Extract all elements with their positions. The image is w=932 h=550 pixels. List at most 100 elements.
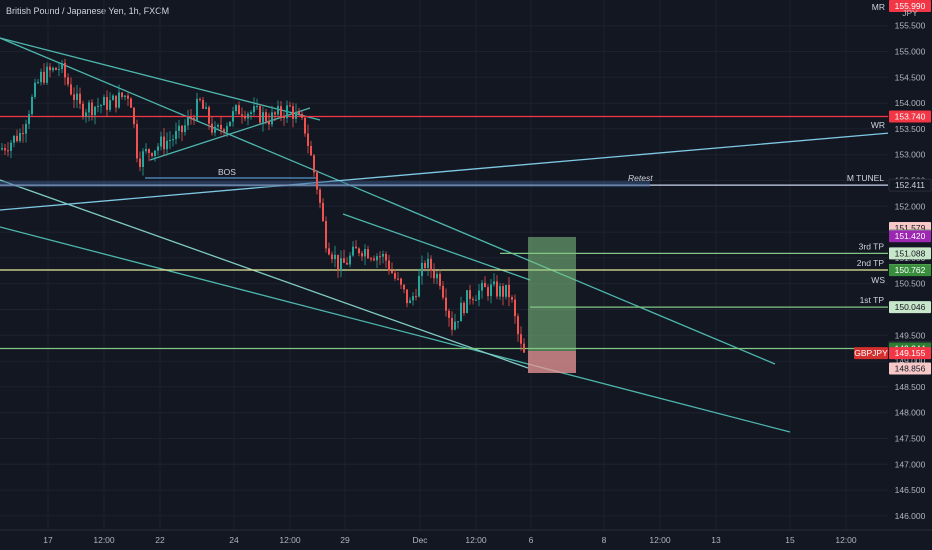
candle-body (130, 98, 132, 108)
candle-body (223, 129, 225, 133)
candle-body (463, 302, 465, 314)
annotation-wr: WR (871, 120, 885, 130)
candle-body (370, 258, 372, 260)
candle-body (460, 302, 462, 322)
candle-body (376, 256, 378, 261)
candle-body (475, 299, 477, 301)
candle-body (268, 121, 270, 125)
price-tick-label: 148.000 (895, 408, 926, 418)
candle-body (139, 158, 141, 168)
time-tick-label: 22 (155, 535, 165, 545)
price-tick-label: 149.000 (895, 356, 926, 366)
candle-body (55, 67, 57, 70)
candle-body (484, 282, 486, 288)
candle-body (205, 107, 207, 109)
price-tag (889, 0, 931, 12)
candle-body (403, 284, 405, 290)
candle-body (190, 117, 192, 119)
candle-body (118, 92, 120, 108)
candle-body (142, 151, 144, 168)
price-tag-label: 149.155 (895, 348, 926, 358)
candle-body (226, 126, 228, 133)
annotations: MR WR WS Retest BOS (218, 2, 885, 285)
candle-body (328, 248, 330, 255)
candle-body (208, 107, 210, 124)
candle-body (172, 139, 174, 141)
candle-body (427, 258, 429, 268)
candle-body (16, 135, 18, 142)
price-axis[interactable]: 146.000 146.500 147.000 147.500 148.000 148.5… (854, 0, 932, 550)
price-tag-label: 151.420 (895, 231, 926, 241)
price-tag (889, 301, 931, 314)
candle-body (184, 125, 186, 133)
candle-body (298, 111, 300, 115)
candle-body (10, 142, 12, 151)
candle-body (478, 290, 480, 300)
price-tag-label: 153.740 (895, 112, 926, 122)
candle-body (1, 148, 3, 150)
candle-body (244, 115, 246, 119)
price-tag-label: 151.088 (895, 248, 926, 258)
candle-body (304, 117, 306, 134)
candle-body (514, 299, 516, 317)
candle-body (109, 100, 111, 110)
time-tick-label: 13 (711, 535, 721, 545)
candle-body (70, 84, 72, 95)
candle-body (295, 111, 297, 119)
symbol-title: British Pound / Japanese Yen, 1h, FXCM (6, 6, 170, 16)
trend-line (342, 213, 531, 281)
candle-body (292, 106, 294, 119)
candle-body (469, 290, 471, 299)
candle-body (289, 105, 291, 107)
candle-body (442, 285, 444, 298)
annotation-bos: BOS (218, 167, 236, 177)
long-position-tool[interactable] (528, 237, 576, 373)
profit-zone (528, 237, 576, 351)
price-tick-label: 154.500 (895, 72, 926, 82)
candle-body (262, 112, 264, 123)
candle-body (67, 77, 69, 85)
candle-body (157, 146, 159, 151)
price-tag (889, 264, 931, 277)
candle-body (481, 282, 483, 291)
tp3-level-label: 3rd TP (859, 241, 885, 251)
candle-body (517, 316, 519, 335)
price-tag-label: 150.762 (895, 265, 926, 275)
annotation-ws: WS (871, 275, 885, 285)
candle-body (100, 105, 102, 107)
price-tick-label: 155.500 (895, 21, 926, 31)
candle-body (91, 102, 93, 116)
time-axis[interactable]: 17 12:00 22 24 12:00 29 Dec 12:00 6 8 12:00 13 15 12:… (0, 529, 932, 550)
price-tick-label: 147.000 (895, 459, 926, 469)
currency-label: JPY (902, 8, 918, 18)
candle-body (397, 278, 399, 280)
candle-body (253, 106, 255, 113)
candle-body (322, 202, 324, 222)
price-tag (889, 110, 931, 123)
candle-body (274, 112, 276, 115)
candle-body (433, 270, 435, 279)
time-tick-label: 24 (229, 535, 239, 545)
candle-body (37, 82, 39, 84)
candle-body (178, 125, 180, 131)
candle-body (340, 258, 342, 271)
candle-body (367, 249, 369, 259)
candle-body (391, 270, 393, 274)
candle-body (241, 114, 243, 116)
candle-body (490, 284, 492, 297)
candle-body (508, 284, 510, 298)
candle-body (364, 249, 366, 257)
candle-body (493, 281, 495, 285)
candle-body (97, 105, 99, 107)
candle-body (121, 92, 123, 98)
candle-body (214, 126, 216, 133)
trend-line (0, 37, 776, 365)
candle-body (94, 106, 96, 116)
candle-body (82, 103, 84, 117)
candle-body (505, 284, 507, 297)
candle-body (319, 189, 321, 203)
candle-body (316, 172, 318, 190)
candle-body (217, 125, 219, 127)
